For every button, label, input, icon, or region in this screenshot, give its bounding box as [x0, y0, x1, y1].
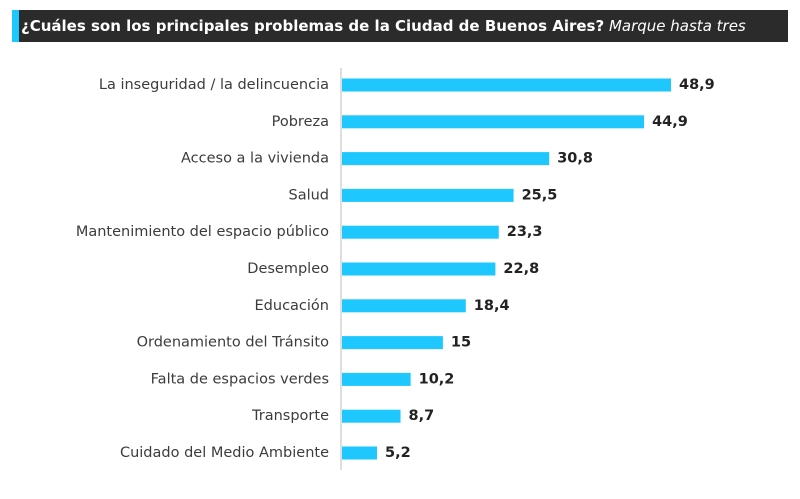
- category-label: Salud: [288, 187, 329, 203]
- bar: [342, 336, 443, 350]
- category-label: Acceso a la vivienda: [181, 151, 329, 167]
- bar: [342, 372, 411, 386]
- value-label: 25,5: [522, 187, 558, 203]
- value-label: 10,2: [419, 371, 455, 387]
- bar: [342, 115, 645, 129]
- bar: [342, 409, 401, 423]
- category-label: Desempleo: [247, 261, 329, 277]
- value-label: 15: [451, 335, 471, 351]
- category-label: Ordenamiento del Tránsito: [137, 335, 330, 351]
- value-label: 44,9: [652, 114, 688, 130]
- chart-subtitle: Marque hasta tres: [608, 17, 746, 35]
- bar: [342, 262, 496, 276]
- bar: [342, 446, 377, 460]
- value-label: 23,3: [507, 224, 543, 240]
- bar: [342, 188, 514, 202]
- chart-header: ¿Cuáles son los principales problemas de…: [12, 10, 788, 42]
- value-label: 30,8: [557, 151, 593, 167]
- category-label: Mantenimiento del espacio público: [76, 224, 329, 240]
- value-label: 22,8: [503, 261, 539, 277]
- chart-title: ¿Cuáles son los principales problemas de…: [21, 17, 605, 35]
- category-label: Educación: [255, 298, 329, 314]
- header-accent-bar: [12, 10, 19, 42]
- bar: [342, 225, 499, 239]
- value-label: 5,2: [385, 445, 411, 461]
- header-text: ¿Cuáles son los principales problemas de…: [21, 10, 746, 42]
- category-label: Pobreza: [272, 114, 329, 130]
- category-label: Cuidado del Medio Ambiente: [120, 445, 329, 461]
- value-label: 48,9: [679, 77, 715, 93]
- value-label: 8,7: [409, 408, 435, 424]
- bar: [342, 299, 466, 313]
- category-label: La inseguridad / la delincuencia: [99, 77, 329, 93]
- category-label: Transporte: [251, 408, 329, 424]
- bar: [342, 78, 671, 92]
- value-label: 18,4: [474, 298, 510, 314]
- category-label: Falta de espacios verdes: [151, 371, 329, 387]
- bar: [342, 152, 550, 166]
